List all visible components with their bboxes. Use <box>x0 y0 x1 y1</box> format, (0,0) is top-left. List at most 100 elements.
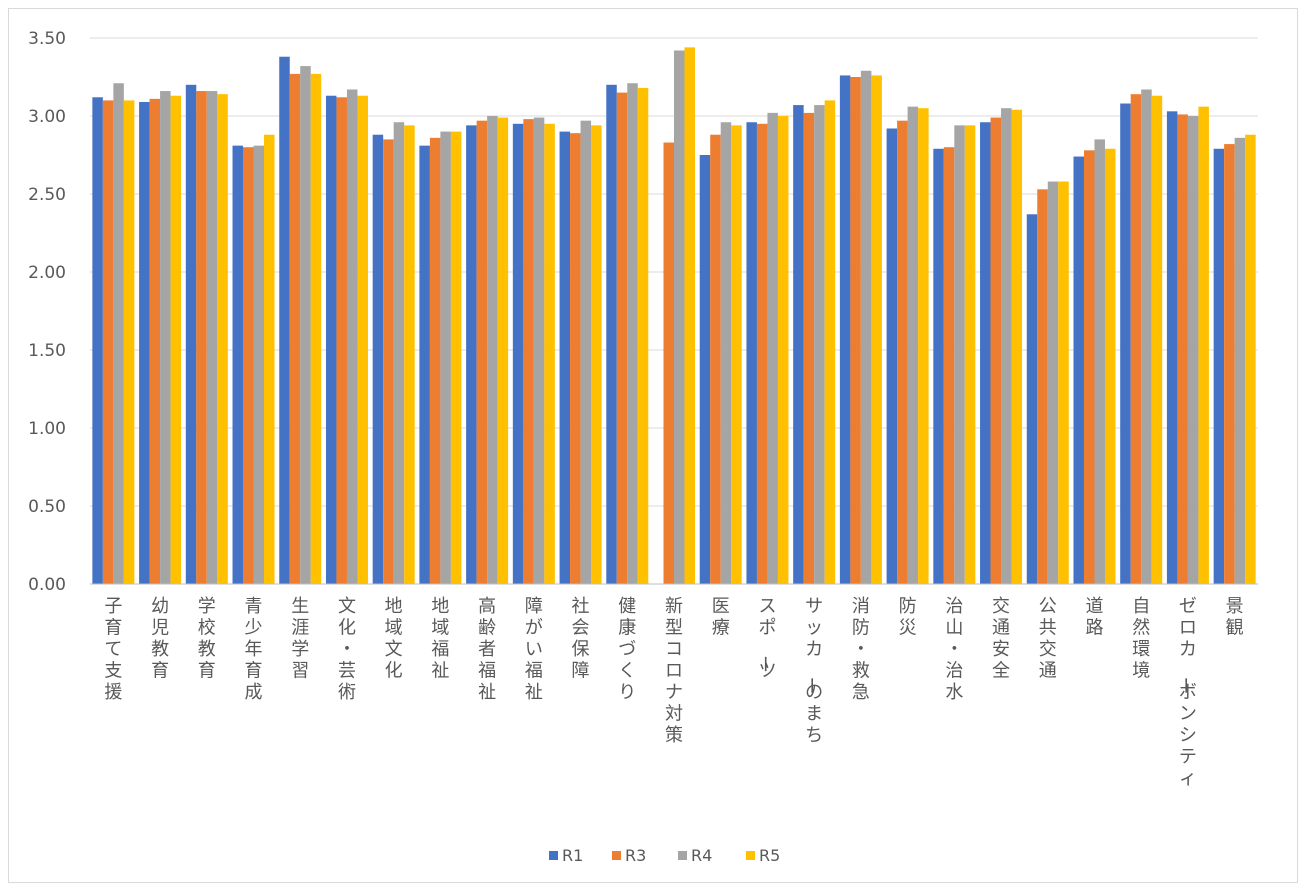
bar-r3 <box>336 97 347 584</box>
x-category-label: 公共交通 <box>1039 596 1057 682</box>
bar-r1 <box>1073 156 1084 584</box>
bar-r4 <box>767 112 778 584</box>
bar-r3 <box>476 120 488 585</box>
x-category-label: サッカーのまち <box>800 596 823 746</box>
bar-r1 <box>606 84 617 585</box>
bar-r4 <box>860 70 872 584</box>
bar-r4 <box>1234 137 1246 584</box>
bar-r1 <box>746 122 757 585</box>
y-tick-label: 1.50 <box>28 341 66 361</box>
bar-r3 <box>289 73 301 584</box>
bar-r5 <box>264 134 275 584</box>
bar-r1 <box>466 125 477 585</box>
bar-r1 <box>419 145 430 584</box>
bar-r1 <box>92 97 103 584</box>
bar-r4 <box>1047 181 1059 584</box>
legend-swatch-r3 <box>612 851 621 860</box>
bar-r5 <box>731 125 742 585</box>
x-category-label: 防災 <box>899 596 917 639</box>
x-axis-category-labels: 子育て支援 幼児教育 学校教育 青少年育成 生涯学習 文化・芸術 地域文化 地域福祉 高齢者福祉… <box>104 596 1243 789</box>
y-tick-label: 3.00 <box>28 107 66 127</box>
x-category-label: 生涯学習 <box>291 596 309 682</box>
bar-r4 <box>907 106 919 584</box>
bar-r3 <box>756 123 768 585</box>
bar-r3 <box>149 98 161 584</box>
legend: R1 R3 R4 R5 <box>549 846 780 865</box>
x-category-label: 消防・救急 <box>852 596 870 703</box>
x-category-label: 健康づくり <box>618 596 636 703</box>
x-category-label: 治山・治水 <box>945 596 963 703</box>
bar-r3 <box>710 134 721 584</box>
x-category-label: 学校教育 <box>198 596 216 682</box>
bar-r3 <box>383 139 394 584</box>
x-category-label: 地域福祉 <box>431 596 449 682</box>
bar-r5 <box>918 108 929 584</box>
y-tick-label: 3.50 <box>28 29 66 49</box>
x-category-label: 景観 <box>1226 596 1244 639</box>
bar-r4 <box>954 125 965 585</box>
bar-r5 <box>1151 95 1163 584</box>
bar-r5 <box>637 87 649 585</box>
bar-r1 <box>279 56 290 585</box>
x-category-label: 医療 <box>712 596 730 639</box>
bar-r1 <box>512 123 524 585</box>
bar-r1 <box>886 128 898 585</box>
x-category-label: 子育て支援 <box>104 596 122 703</box>
bar-r4 <box>300 66 311 584</box>
bar-r3 <box>243 147 254 584</box>
bar-r4 <box>1094 139 1105 584</box>
bar-r5 <box>217 94 228 584</box>
x-category-label: 幼児教育 <box>151 596 169 682</box>
bar-r1 <box>232 145 244 584</box>
legend-swatch-r5 <box>746 851 755 860</box>
x-category-label: 文化・芸術 <box>338 596 356 703</box>
bar-r5 <box>1104 148 1116 584</box>
bar-r1 <box>372 134 384 584</box>
bar-r3 <box>943 147 955 584</box>
x-category-label: スポーツ <box>753 596 776 682</box>
bars <box>92 47 1256 585</box>
bar-r5 <box>1198 106 1209 584</box>
bar-r1 <box>699 155 711 584</box>
bar-r3 <box>1037 189 1048 584</box>
bar-r1 <box>980 122 991 585</box>
bar-r5 <box>591 125 602 585</box>
bar-r1 <box>933 148 944 584</box>
bar-r3 <box>990 117 1002 584</box>
bar-r1 <box>325 95 337 584</box>
legend-label-r1: R1 <box>562 846 583 865</box>
bar-r5 <box>684 47 695 585</box>
bar-r1 <box>185 84 197 585</box>
bar-r4 <box>627 83 638 585</box>
bar-r4 <box>487 116 498 584</box>
bar-r4 <box>440 131 451 584</box>
bar-r3 <box>570 133 581 584</box>
bar-r5 <box>497 117 509 584</box>
bar-r3 <box>1224 144 1235 584</box>
bar-r3 <box>102 100 114 585</box>
bar-r4 <box>253 145 265 584</box>
y-tick-label: 0.00 <box>28 575 66 595</box>
bar-r4 <box>533 117 545 584</box>
legend-label-r3: R3 <box>625 846 646 865</box>
bar-r5 <box>310 73 322 584</box>
bar-r3 <box>663 142 674 584</box>
bar-r1 <box>1120 103 1131 585</box>
x-category-label: 交通安全 <box>992 596 1010 682</box>
bar-r4 <box>580 120 592 585</box>
bar-r4 <box>674 50 685 585</box>
bar-r4 <box>393 122 405 585</box>
bar-r3 <box>616 92 628 584</box>
bar-r3 <box>429 137 441 584</box>
y-tick-label: 1.00 <box>28 419 66 439</box>
bar-r3 <box>1177 114 1188 584</box>
bar-r1 <box>1213 148 1225 584</box>
bar-r4 <box>1001 108 1012 584</box>
x-category-label: 青少年育成 <box>245 596 263 703</box>
legend-label-r5: R5 <box>759 846 780 865</box>
legend-swatch-r4 <box>678 851 687 860</box>
bar-r1 <box>139 101 150 585</box>
bar-r3 <box>850 77 861 584</box>
bar-r5 <box>1058 181 1069 584</box>
